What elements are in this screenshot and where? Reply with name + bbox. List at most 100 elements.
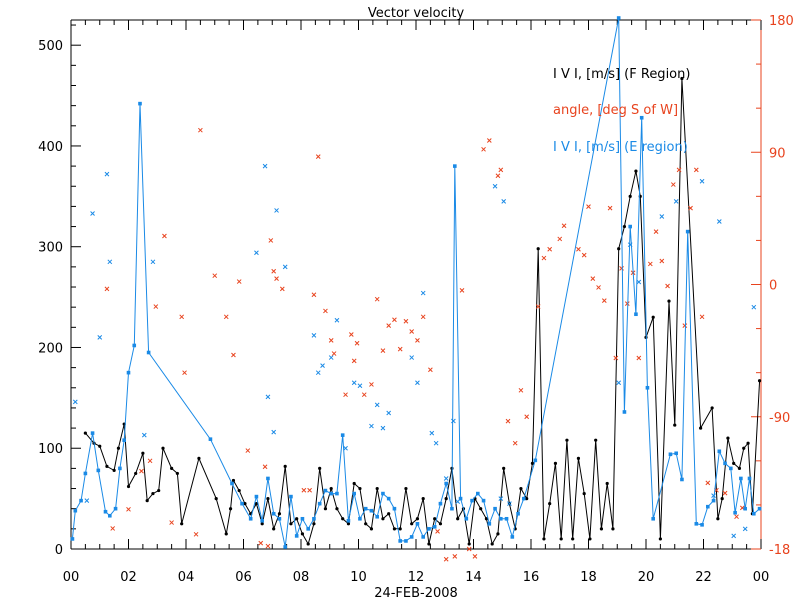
data-point-x: [386, 410, 392, 416]
x-tick-label: 00: [753, 570, 770, 585]
data-point: [651, 315, 655, 319]
data-point-x: [351, 380, 357, 386]
data-point: [335, 491, 339, 496]
data-point: [723, 461, 727, 466]
data-point-x: [659, 258, 665, 264]
data-point-x: [492, 183, 498, 189]
data-point-x: [535, 304, 541, 309]
data-point-x: [734, 514, 739, 520]
data-point-x: [374, 296, 380, 302]
data-point: [438, 501, 443, 506]
data-point-x: [415, 337, 420, 343]
data-point: [421, 497, 425, 501]
data-point-x: [547, 246, 553, 252]
data-point: [369, 527, 374, 531]
data-point: [499, 516, 503, 521]
data-point: [493, 506, 497, 511]
data-point: [283, 545, 287, 549]
data-point-x: [369, 423, 374, 429]
data-point: [694, 522, 699, 526]
data-point-x: [162, 233, 167, 239]
chart-title: Vector velocity: [368, 6, 465, 21]
data-point: [306, 542, 310, 546]
data-point: [398, 527, 402, 531]
data-point-x: [670, 182, 676, 187]
data-point-x: [334, 317, 340, 323]
data-point-x: [90, 211, 95, 216]
data-point-x: [72, 399, 78, 405]
data-point-x: [262, 464, 268, 470]
data-point-x: [193, 531, 199, 537]
y-right-tick-label: 90: [769, 146, 786, 161]
data-point-x: [182, 370, 187, 376]
data-point-x: [512, 440, 518, 446]
data-point-x: [420, 290, 426, 296]
data-point: [98, 444, 102, 448]
data-point: [668, 452, 673, 457]
data-point: [599, 527, 604, 531]
data-point: [294, 534, 299, 538]
data-point-x: [435, 529, 440, 534]
data-point-x: [705, 480, 711, 486]
x-tick-label: 14: [465, 570, 482, 585]
data-point-x: [451, 418, 456, 424]
data-point: [510, 535, 515, 539]
data-point: [533, 458, 538, 463]
data-point: [295, 517, 299, 521]
data-point: [680, 477, 684, 482]
data-point: [639, 115, 644, 120]
data-point-x: [711, 493, 716, 498]
data-point: [726, 436, 730, 440]
y-left-tick-label: 100: [38, 442, 63, 457]
data-point-x: [84, 498, 90, 503]
data-point: [622, 224, 627, 229]
data-point-x: [311, 333, 317, 338]
data-point: [706, 504, 710, 509]
data-point: [559, 537, 563, 541]
data-point: [96, 468, 101, 473]
data-point-x: [409, 355, 415, 360]
data-point-x: [348, 332, 354, 337]
data-point-x: [518, 387, 524, 393]
data-point-x: [397, 346, 403, 352]
data-point-x: [343, 392, 348, 398]
x-axis-label: 24-FEB-2008: [374, 586, 458, 600]
data-point: [634, 312, 638, 317]
data-point-x: [452, 553, 458, 559]
data-point: [243, 502, 247, 506]
data-point: [231, 478, 236, 483]
data-point-x: [722, 490, 728, 496]
data-point: [306, 527, 310, 531]
data-point: [73, 508, 78, 513]
data-point-x: [481, 146, 486, 152]
data-point-x: [403, 318, 409, 324]
data-point: [645, 385, 650, 390]
data-point: [757, 506, 762, 511]
data-point: [83, 431, 87, 435]
data-point: [266, 497, 270, 501]
data-point: [108, 513, 112, 518]
data-point: [341, 517, 345, 521]
data-point: [141, 451, 145, 455]
x-tick-label: 02: [120, 570, 137, 585]
data-point-x: [731, 533, 737, 539]
data-point-x: [699, 178, 705, 184]
data-point: [358, 486, 362, 491]
data-point: [230, 481, 234, 486]
data-point: [651, 516, 655, 521]
data-point: [711, 498, 716, 503]
x-tick-label: 12: [408, 570, 425, 585]
data-point: [132, 343, 137, 348]
data-point-x: [212, 273, 218, 279]
data-point: [464, 516, 469, 521]
data-point: [530, 461, 535, 465]
data-point: [699, 426, 703, 430]
data-point: [126, 484, 131, 489]
data-point-x: [279, 286, 285, 292]
x-tick-label: 10: [350, 570, 367, 585]
data-point: [542, 537, 546, 541]
data-point: [237, 488, 241, 493]
data-point: [180, 522, 184, 526]
data-point: [364, 522, 368, 526]
